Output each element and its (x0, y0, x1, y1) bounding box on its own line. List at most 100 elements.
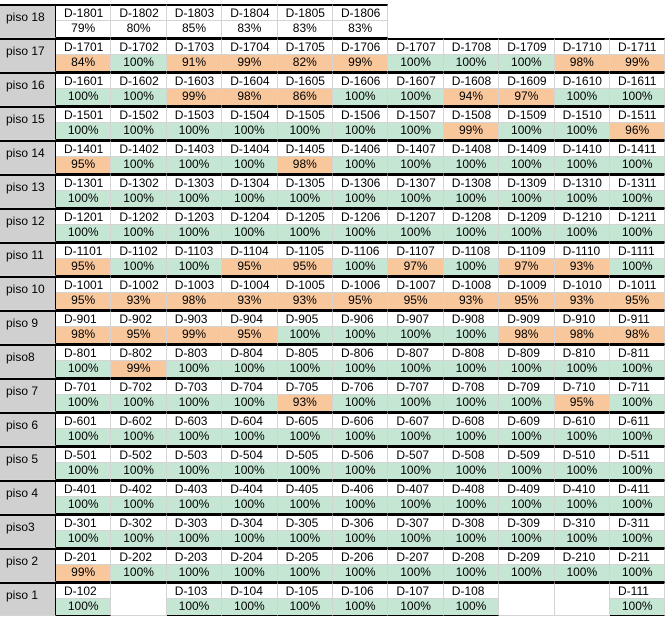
unit-occupancy[interactable]: 100% (111, 191, 167, 208)
unit-code[interactable]: D-802 (111, 344, 167, 361)
unit-occupancy[interactable]: 100% (111, 531, 167, 548)
unit-code[interactable]: D-1404 (222, 140, 278, 157)
unit-occupancy[interactable]: 100% (166, 157, 223, 174)
unit-code[interactable]: D-1106 (333, 242, 389, 259)
unit-occupancy[interactable]: 98% (499, 327, 555, 344)
unit-code[interactable]: D-411 (610, 480, 666, 497)
unit-code[interactable]: D-309 (499, 514, 555, 531)
unit-occupancy[interactable]: 100% (554, 123, 610, 140)
unit-occupancy[interactable]: 95% (56, 259, 112, 276)
unit-occupancy[interactable]: 100% (166, 531, 223, 548)
unit-code[interactable]: D-1111 (610, 242, 666, 259)
unit-occupancy[interactable]: 93% (554, 293, 610, 310)
unit-code[interactable]: D-1410 (554, 140, 610, 157)
unit-code[interactable]: D-702 (111, 378, 167, 395)
unit-occupancy[interactable]: 100% (222, 395, 278, 412)
unit-code[interactable]: D-1304 (222, 174, 278, 191)
unit-occupancy[interactable]: 95% (499, 293, 555, 310)
unit-occupancy[interactable]: 100% (333, 395, 389, 412)
unit-occupancy[interactable]: 80% (111, 21, 167, 38)
unit-code[interactable]: D-1108 (443, 242, 500, 259)
unit-code[interactable]: D-1711 (610, 38, 666, 55)
unit-code[interactable]: D-509 (499, 446, 555, 463)
unit-occupancy[interactable]: 100% (222, 531, 278, 548)
unit-code[interactable]: D-1210 (554, 208, 610, 225)
unit-code[interactable]: D-1704 (222, 38, 278, 55)
unit-occupancy[interactable]: 100% (333, 463, 389, 480)
unit-code[interactable]: D-306 (333, 514, 389, 531)
unit-occupancy[interactable]: 100% (56, 361, 112, 378)
unit-code[interactable]: D-1408 (443, 140, 500, 157)
unit-code[interactable]: D-307 (388, 514, 444, 531)
unit-code[interactable]: D-1004 (222, 276, 278, 293)
unit-occupancy[interactable]: 100% (56, 599, 112, 616)
unit-code[interactable]: D-1305 (277, 174, 333, 191)
unit-occupancy[interactable]: 95% (610, 293, 666, 310)
unit-occupancy[interactable]: 100% (388, 123, 444, 140)
unit-code[interactable]: D-1010 (554, 276, 610, 293)
unit-code[interactable]: D-510 (554, 446, 610, 463)
unit-occupancy[interactable]: 100% (610, 361, 666, 378)
unit-occupancy[interactable]: 100% (277, 599, 333, 616)
unit-code[interactable]: D-1411 (610, 140, 666, 157)
unit-code[interactable]: D-302 (111, 514, 167, 531)
unit-occupancy[interactable]: 84% (56, 55, 112, 72)
unit-occupancy[interactable]: 100% (277, 123, 333, 140)
unit-occupancy[interactable]: 100% (222, 191, 278, 208)
unit-code[interactable]: D-1510 (554, 106, 610, 123)
unit-code[interactable]: D-1209 (499, 208, 555, 225)
unit-code[interactable]: D-807 (388, 344, 444, 361)
unit-code[interactable]: D-1402 (111, 140, 167, 157)
unit-code[interactable]: D-1007 (388, 276, 444, 293)
unit-code[interactable]: D-209 (499, 548, 555, 565)
unit-code[interactable]: D-206 (333, 548, 389, 565)
unit-occupancy[interactable]: 100% (554, 463, 610, 480)
floor-label[interactable]: piso 10 (0, 276, 56, 310)
unit-code[interactable]: D-1208 (443, 208, 500, 225)
unit-occupancy[interactable]: 100% (56, 497, 112, 514)
unit-occupancy[interactable]: 100% (388, 191, 444, 208)
unit-occupancy[interactable]: 97% (388, 259, 444, 276)
floor-label[interactable]: piso 12 (0, 208, 56, 242)
unit-occupancy[interactable]: 100% (56, 531, 112, 548)
unit-occupancy[interactable]: 100% (610, 259, 666, 276)
unit-code[interactable]: D-608 (443, 412, 500, 429)
unit-occupancy[interactable]: 94% (443, 89, 500, 106)
unit-occupancy[interactable]: 99% (443, 123, 500, 140)
unit-occupancy[interactable]: 100% (610, 225, 666, 242)
unit-code[interactable]: D-304 (222, 514, 278, 531)
unit-occupancy[interactable]: 100% (277, 429, 333, 446)
unit-occupancy[interactable]: 100% (277, 497, 333, 514)
unit-code[interactable]: D-902 (111, 310, 167, 327)
unit-code[interactable]: D-201 (56, 548, 112, 565)
unit-code[interactable]: D-506 (333, 446, 389, 463)
unit-code[interactable]: D-207 (388, 548, 444, 565)
empty-cell[interactable] (111, 582, 167, 616)
unit-occupancy[interactable]: 100% (388, 531, 444, 548)
unit-code[interactable]: D-407 (388, 480, 444, 497)
unit-code[interactable]: D-1701 (56, 38, 112, 55)
unit-occupancy[interactable]: 98% (554, 327, 610, 344)
unit-code[interactable]: D-107 (388, 582, 444, 599)
unit-occupancy[interactable]: 100% (388, 361, 444, 378)
unit-occupancy[interactable]: 100% (56, 429, 112, 446)
unit-code[interactable]: D-1309 (499, 174, 555, 191)
unit-code[interactable]: D-602 (111, 412, 167, 429)
unit-code[interactable]: D-1604 (222, 72, 278, 89)
unit-occupancy[interactable]: 100% (554, 191, 610, 208)
unit-code[interactable]: D-1503 (166, 106, 223, 123)
unit-code[interactable]: D-508 (443, 446, 500, 463)
floor-label[interactable]: piso 6 (0, 412, 56, 446)
unit-occupancy[interactable]: 100% (277, 463, 333, 480)
unit-code[interactable]: D-901 (56, 310, 112, 327)
unit-code[interactable]: D-1602 (111, 72, 167, 89)
unit-occupancy[interactable]: 99% (56, 565, 112, 582)
unit-code[interactable]: D-1609 (499, 72, 555, 89)
unit-occupancy[interactable]: 100% (443, 497, 500, 514)
unit-occupancy[interactable]: 100% (443, 361, 500, 378)
floor-label[interactable]: piso 7 (0, 378, 56, 412)
unit-occupancy[interactable]: 100% (499, 55, 555, 72)
unit-code[interactable]: D-606 (333, 412, 389, 429)
unit-occupancy[interactable]: 95% (111, 327, 167, 344)
unit-occupancy[interactable]: 100% (333, 361, 389, 378)
